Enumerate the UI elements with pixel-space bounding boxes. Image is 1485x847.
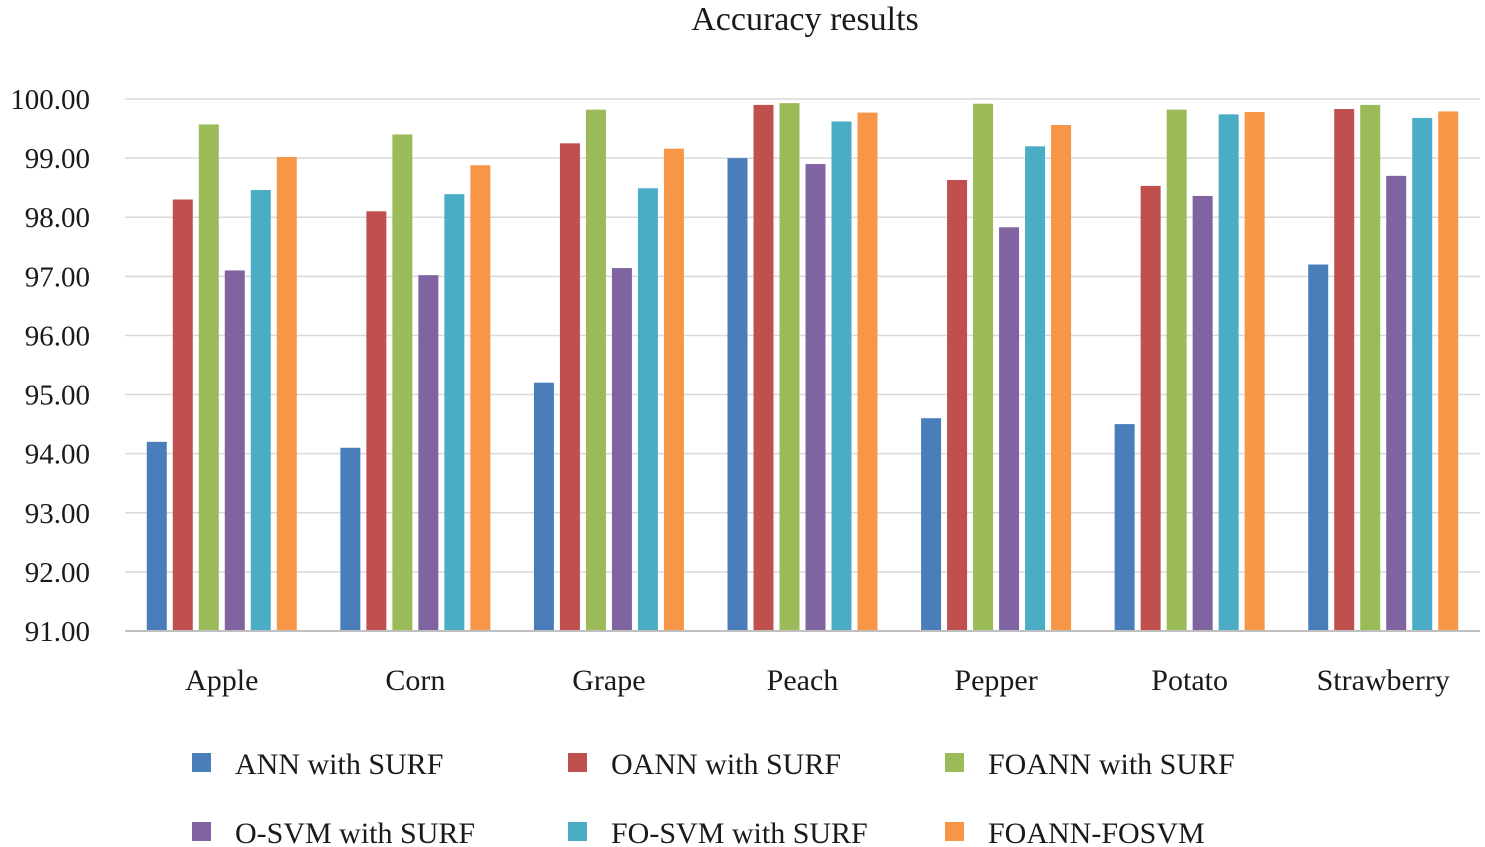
y-tick-label: 95.00 [25,380,90,412]
bar-pepper-series-1 [921,418,942,631]
bar-pepper-series-4 [999,227,1020,631]
bar-potato-series-1 [1114,424,1135,631]
bar-grape-series-1 [533,382,554,631]
chart-title: Accuracy results [691,1,919,38]
bar-peach-series-1 [727,158,748,631]
y-tick-label: 91.00 [25,616,90,648]
bar-pepper-series-6 [1051,125,1072,632]
bar-potato-series-3 [1166,109,1187,631]
bar-strawberry-series-3 [1360,104,1381,631]
bar-grape-series-5 [637,188,658,631]
bar-apple-series-5 [250,190,271,631]
y-axis-tick-labels: 91.00 92.00 93.00 94.00 95.00 96.00 97.00 98.00… [10,84,90,648]
bar-grape-series-6 [663,148,684,632]
bar-strawberry-series-2 [1334,109,1355,631]
x-category-label: Corn [385,664,445,697]
bar-grape-series-4 [611,268,632,631]
bar-corn-series-2 [366,211,387,632]
legend-label: FOANN-FOSVM [988,817,1205,847]
y-tick-label: 100.00 [10,84,90,116]
x-category-label: Potato [1151,664,1228,697]
bar-pepper-series-3 [973,103,994,632]
bar-corn-series-5 [444,194,465,631]
bar-strawberry-series-4 [1386,175,1407,631]
y-tick-label: 93.00 [25,498,90,530]
x-category-label: Strawberry [1317,664,1450,697]
bar-peach-series-5 [831,121,852,631]
bar-strawberry-series-1 [1308,264,1329,631]
bar-pepper-series-5 [1025,146,1046,632]
bar-potato-series-4 [1192,195,1213,632]
bar-corn-series-4 [418,275,439,631]
y-tick-label: 99.00 [25,143,90,175]
y-tick-label: 94.00 [25,439,90,471]
gridlines [125,98,1480,573]
bar-grape-series-3 [585,109,606,631]
x-axis-category-labels: Apple Corn Grape Peach Pepper Potato Strawberr… [185,664,1450,697]
legend-label: O-SVM with SURF [235,817,475,847]
bar-corn-series-1 [340,447,361,631]
bar-apple-series-2 [172,199,193,631]
x-category-label: Apple [185,664,258,697]
x-category-label: Grape [572,664,645,697]
legend-label: OANN with SURF [611,748,841,781]
y-tick-label: 97.00 [25,261,90,293]
legend-swatch [192,822,211,841]
x-category-label: Peach [767,664,839,697]
bar-grape-series-2 [559,143,580,632]
bar-potato-series-2 [1140,185,1161,632]
bar-potato-series-6 [1244,112,1265,631]
legend-label: FOANN with SURF [988,748,1235,781]
legend-swatch [192,753,211,772]
bar-peach-series-2 [753,104,774,631]
bars [146,103,1459,632]
y-tick-label: 96.00 [25,320,90,352]
y-tick-label: 98.00 [25,202,90,234]
bar-apple-series-4 [224,270,245,631]
bar-apple-series-3 [198,124,219,631]
y-tick-label: 92.00 [25,557,90,589]
legend-swatch [945,822,964,841]
legend-label: ANN with SURF [235,748,443,781]
bar-peach-series-3 [779,103,800,632]
bar-corn-series-6 [470,165,491,631]
x-category-label: Pepper [954,664,1037,697]
legend-label: FO-SVM with SURF [611,817,868,847]
legend: ANN with SURF OANN with SURF FOANN with SU… [192,748,1235,847]
bar-apple-series-6 [276,156,297,631]
bar-strawberry-series-6 [1438,111,1459,631]
bar-peach-series-6 [857,112,878,631]
bar-apple-series-1 [146,441,167,631]
bar-potato-series-5 [1218,114,1239,631]
bar-strawberry-series-5 [1412,117,1433,632]
legend-swatch [945,753,964,772]
bar-pepper-series-2 [947,179,968,631]
bar-peach-series-4 [805,164,826,631]
legend-swatch [568,753,587,772]
bar-corn-series-3 [392,134,413,631]
legend-swatch [568,822,587,841]
